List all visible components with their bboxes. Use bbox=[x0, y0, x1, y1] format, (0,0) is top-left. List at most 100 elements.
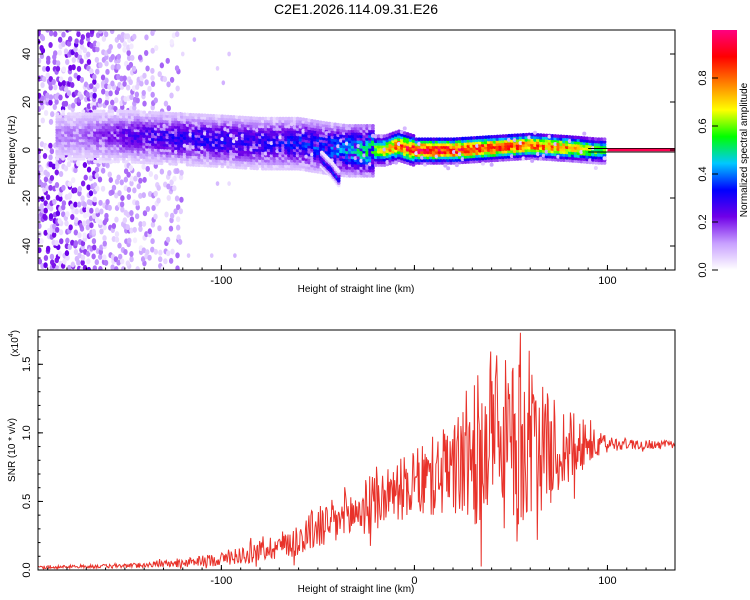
ridge-cell bbox=[211, 145, 216, 150]
noise-cell bbox=[98, 266, 103, 270]
ridge-cell bbox=[130, 125, 135, 130]
noise-cell bbox=[97, 176, 103, 183]
ridge-cell bbox=[78, 114, 83, 119]
noise-cell bbox=[40, 117, 45, 124]
ridge-cell bbox=[507, 133, 511, 138]
ridge-cell bbox=[298, 122, 303, 126]
ridge-cell bbox=[362, 129, 367, 133]
ridge-cell bbox=[165, 122, 170, 126]
ridge-cell bbox=[315, 122, 320, 127]
ridge-cell bbox=[318, 136, 323, 140]
noise-cell bbox=[80, 254, 86, 261]
ridge-cell bbox=[87, 138, 92, 143]
ridge-cell bbox=[205, 129, 210, 134]
ridge-cell bbox=[136, 136, 141, 141]
ridge-cell bbox=[171, 119, 176, 124]
ridge-cell bbox=[347, 150, 352, 154]
ridge-cell bbox=[220, 119, 225, 124]
ridge-cell bbox=[150, 161, 155, 165]
ridge-cell bbox=[481, 146, 485, 150]
ridge-cell bbox=[350, 123, 355, 128]
ridge-cell bbox=[211, 164, 216, 168]
ridge-cell bbox=[214, 135, 219, 139]
ridge-cell bbox=[110, 149, 115, 153]
ridge-cell bbox=[550, 157, 555, 162]
ridge-cell bbox=[275, 145, 280, 150]
ridge-cell bbox=[78, 128, 83, 132]
ridge-cell bbox=[249, 163, 254, 168]
ridge-cell bbox=[58, 138, 63, 143]
ridge-cell bbox=[98, 117, 103, 122]
noise-cell bbox=[110, 99, 115, 106]
ridge-cell bbox=[414, 161, 419, 165]
ridge-cell bbox=[168, 159, 173, 163]
noise-cell bbox=[150, 238, 155, 245]
ridge-cell bbox=[95, 114, 100, 119]
ridge-cell bbox=[402, 139, 407, 143]
ridge-cell bbox=[113, 141, 118, 145]
ridge-cell bbox=[440, 147, 445, 152]
ridge-cell bbox=[536, 148, 540, 153]
ridge-cell bbox=[269, 124, 274, 129]
noise-cell bbox=[150, 91, 155, 98]
ridge-cell bbox=[588, 155, 592, 159]
ridge-cell bbox=[284, 143, 288, 147]
ridge-cell bbox=[93, 133, 97, 137]
noise-cell bbox=[46, 55, 51, 62]
ridge-cell bbox=[295, 127, 300, 131]
ridge-cell bbox=[414, 137, 419, 141]
ridge-cell bbox=[234, 136, 239, 141]
ridge-cell bbox=[350, 126, 355, 131]
ridge-cell bbox=[301, 159, 306, 164]
ridge-cell bbox=[182, 131, 187, 135]
ridge-cell bbox=[205, 116, 210, 120]
noise-cell bbox=[40, 103, 45, 110]
noise-cell bbox=[104, 212, 109, 219]
ridge-cell bbox=[260, 143, 265, 147]
ridge-cell bbox=[394, 143, 398, 148]
ridge-cell bbox=[579, 154, 584, 159]
ridge-cell bbox=[284, 164, 288, 168]
ridge-cell bbox=[240, 123, 245, 128]
ridge-cell bbox=[593, 139, 598, 144]
ridge-cell bbox=[145, 150, 149, 154]
ridge-cell bbox=[391, 139, 396, 144]
ridge-cell bbox=[142, 158, 147, 162]
ridge-cell bbox=[119, 146, 123, 151]
ridge-cell bbox=[298, 138, 303, 142]
ridge-cell bbox=[61, 128, 65, 132]
ridge-cell bbox=[287, 166, 291, 171]
ridge-cell bbox=[298, 135, 303, 140]
ridge-cell bbox=[258, 159, 262, 163]
ridge-cell bbox=[373, 160, 378, 165]
ridge-cell bbox=[232, 133, 236, 138]
ridge-cell bbox=[411, 136, 416, 141]
ridge-cell bbox=[350, 145, 355, 149]
ridge-cell bbox=[397, 155, 401, 160]
ridge-cell bbox=[214, 127, 219, 131]
ridge-cell bbox=[66, 141, 71, 145]
ridge-cell bbox=[585, 152, 590, 156]
ridge-cell bbox=[362, 123, 367, 128]
ridge-cell bbox=[191, 136, 196, 141]
ridge-cell bbox=[382, 147, 387, 152]
ridge-cell bbox=[95, 149, 100, 153]
ridge-cell bbox=[202, 131, 207, 136]
ridge-cell bbox=[501, 158, 506, 162]
ridge-cell bbox=[159, 153, 164, 158]
ridge-cell bbox=[217, 156, 222, 161]
ridge-cell bbox=[142, 118, 147, 123]
ridge-cell bbox=[211, 121, 216, 126]
noise-cell bbox=[51, 262, 57, 269]
noise-cell bbox=[77, 190, 82, 197]
ridge-cell bbox=[229, 165, 233, 169]
ridge-cell bbox=[371, 129, 375, 133]
ridge-cell bbox=[81, 117, 86, 122]
ridge-cell bbox=[208, 145, 213, 150]
ridge-cell bbox=[394, 135, 398, 140]
ridge-cell bbox=[246, 145, 251, 149]
ridge-cell bbox=[481, 138, 485, 142]
ridge-cell bbox=[226, 114, 231, 119]
noise-cell bbox=[79, 38, 84, 45]
ridge-cell bbox=[527, 143, 532, 147]
